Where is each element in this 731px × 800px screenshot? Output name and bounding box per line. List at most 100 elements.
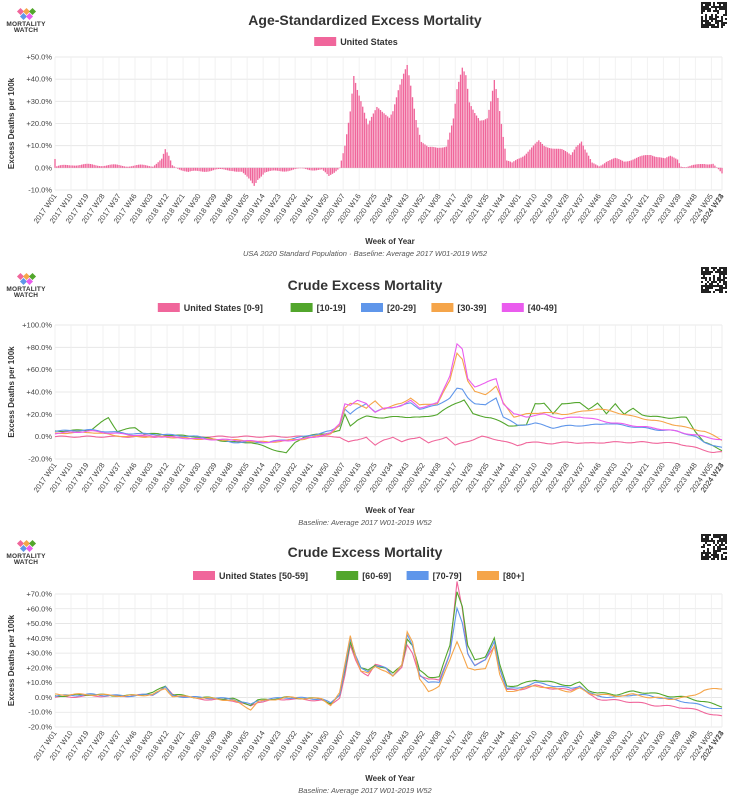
bar [171, 165, 174, 168]
y-tick-label: +30.0% [26, 649, 52, 658]
bar [230, 167, 232, 171]
bar [225, 167, 227, 170]
bar [217, 167, 220, 170]
legend-label: United States [340, 37, 398, 47]
bar [269, 167, 271, 171]
bar [146, 165, 149, 168]
y-tick-label: +20.0% [26, 663, 52, 672]
bar [273, 167, 275, 171]
series-line [54, 342, 723, 444]
bar [669, 155, 672, 168]
bar [56, 166, 58, 168]
bar [397, 90, 399, 168]
legend-item[interactable]: [20-29] [361, 303, 416, 313]
bar [274, 167, 277, 171]
legend-label: [30-39] [457, 303, 486, 313]
bar [340, 160, 343, 168]
bar [703, 164, 705, 168]
bar [358, 95, 360, 168]
bar [180, 167, 182, 171]
legend-item[interactable]: [30-39] [431, 303, 486, 313]
legend-item[interactable]: [60-69] [336, 571, 391, 581]
bar [623, 161, 625, 168]
legend-item[interactable]: United States [0-9] [157, 303, 263, 313]
bar [66, 165, 69, 168]
bar [500, 124, 503, 168]
legend-item[interactable]: [40-49] [501, 303, 557, 313]
bar [139, 164, 142, 168]
bar [410, 85, 412, 168]
bar [420, 141, 423, 168]
bar [130, 166, 133, 168]
bar [365, 118, 367, 168]
bar [232, 167, 234, 172]
bar [132, 165, 134, 168]
bar [507, 160, 510, 168]
bar [136, 164, 138, 168]
legend-item[interactable]: [10-19] [290, 303, 346, 313]
bar [418, 134, 421, 168]
bar [712, 163, 714, 168]
legend-item[interactable]: United States [314, 37, 398, 47]
bar [369, 120, 371, 168]
bar [386, 116, 389, 168]
series-3 [54, 606, 723, 710]
bar [285, 167, 287, 172]
panel-crude-young: MORTALITY WATCH Crude Excess Mortality Uni… [0, 265, 731, 527]
bar [278, 167, 280, 171]
bar [506, 160, 508, 168]
bar [349, 111, 351, 168]
y-tick-label: 0.0% [35, 432, 52, 441]
bar [185, 167, 188, 172]
bar [450, 125, 453, 168]
bar [93, 164, 95, 168]
bar [632, 159, 634, 168]
logo-line2: WATCH [13, 559, 39, 566]
bar [436, 147, 439, 168]
panel-age-standardized: MORTALITY WATCH Age-Standardized Excess M… [0, 0, 731, 262]
bar [235, 167, 238, 172]
y-axis-title: Excess Deaths per 100k [7, 346, 16, 438]
qr-code-icon[interactable] [701, 534, 727, 560]
bar [584, 149, 586, 168]
bar [570, 154, 572, 168]
legend-item[interactable]: [80+] [477, 571, 524, 581]
chart-title: Age-Standardized Excess Mortality [248, 12, 482, 28]
bar [399, 84, 401, 168]
legend-swatch [477, 571, 499, 580]
qr-code-icon[interactable] [701, 267, 727, 293]
bar [379, 110, 382, 168]
bar [326, 167, 328, 175]
bar [612, 158, 615, 168]
legend-item[interactable]: United States [50-59] [193, 571, 308, 581]
bar [628, 160, 631, 168]
bar [627, 161, 629, 168]
bar [109, 164, 111, 168]
bar [265, 167, 268, 172]
bar [429, 146, 431, 168]
bar [691, 165, 693, 168]
bar [555, 148, 558, 168]
bar [164, 149, 166, 168]
bar [698, 164, 700, 168]
qr-code-icon[interactable] [701, 2, 727, 28]
bar [376, 106, 378, 168]
bar [516, 159, 519, 168]
bar [317, 167, 319, 171]
bar [561, 149, 563, 168]
y-tick-label: -20.0% [28, 455, 52, 464]
bar [184, 167, 186, 172]
series-line [54, 435, 722, 454]
bar [328, 167, 330, 176]
legend-item[interactable]: [70-79] [406, 571, 462, 581]
bar [568, 153, 570, 168]
legend-label: [40-49] [528, 303, 557, 313]
bar [484, 119, 487, 168]
bar [541, 143, 544, 168]
bar [438, 147, 440, 168]
bar [253, 167, 255, 186]
bar [378, 108, 380, 168]
bar [509, 161, 512, 168]
bar [639, 156, 641, 168]
series-line [54, 352, 723, 443]
